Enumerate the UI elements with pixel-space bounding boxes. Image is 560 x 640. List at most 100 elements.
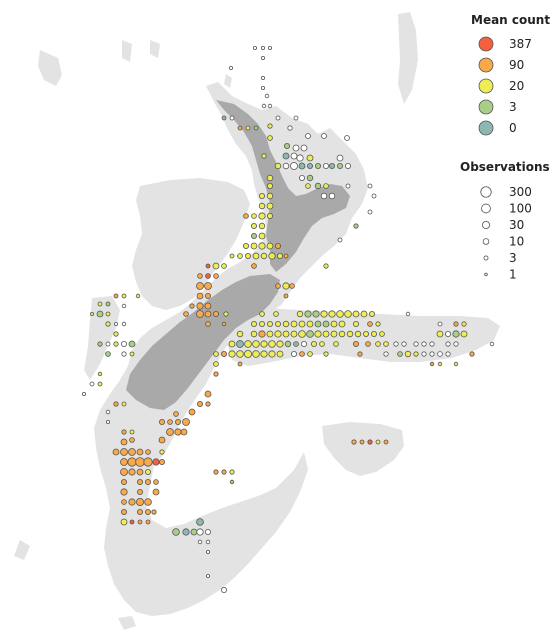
survey-point	[298, 162, 306, 170]
legend-swatch	[478, 36, 494, 52]
survey-point	[196, 518, 204, 526]
survey-point	[260, 252, 268, 260]
survey-point	[333, 341, 339, 347]
survey-point	[453, 341, 459, 347]
survey-point	[143, 457, 153, 467]
survey-point	[188, 408, 196, 416]
survey-point	[135, 497, 144, 506]
survey-point	[205, 539, 211, 545]
survey-point	[243, 349, 252, 358]
survey-point	[144, 478, 151, 485]
survey-point	[267, 46, 272, 51]
survey-point	[319, 341, 325, 347]
survey-point	[172, 528, 180, 536]
survey-point	[306, 330, 314, 338]
survey-point	[89, 381, 95, 387]
legend-mean-count-title: Mean count	[471, 13, 550, 27]
survey-point	[370, 330, 377, 337]
survey-point	[320, 192, 328, 200]
survey-point	[252, 46, 257, 51]
survey-point	[250, 320, 257, 327]
survey-point	[437, 321, 443, 327]
survey-point	[275, 283, 281, 289]
legend-label: 3	[509, 100, 517, 114]
survey-point	[266, 212, 273, 219]
survey-point	[128, 340, 136, 348]
survey-point	[205, 273, 211, 279]
survey-point	[328, 192, 336, 200]
survey-point	[121, 508, 128, 515]
survey-point	[152, 488, 160, 496]
legend-label: 20	[509, 79, 524, 93]
survey-point	[174, 418, 181, 425]
survey-point	[360, 310, 368, 318]
survey-point	[322, 320, 330, 328]
survey-point	[196, 292, 204, 300]
survey-point	[290, 162, 298, 170]
survey-point	[268, 252, 276, 260]
survey-point	[167, 419, 173, 425]
survey-point	[375, 439, 381, 445]
survey-point	[266, 192, 274, 200]
survey-point	[290, 152, 298, 160]
survey-point	[460, 330, 468, 338]
survey-point	[105, 301, 111, 307]
survey-point	[305, 133, 311, 139]
survey-point	[120, 468, 128, 476]
survey-point	[158, 458, 165, 465]
survey-point	[205, 263, 211, 269]
survey-point	[120, 458, 128, 466]
survey-point	[205, 550, 210, 555]
survey-point	[158, 418, 165, 425]
survey-point	[393, 341, 399, 347]
survey-point	[223, 311, 229, 317]
survey-point	[300, 144, 308, 152]
survey-point	[367, 321, 373, 327]
survey-point	[296, 154, 304, 162]
survey-point	[383, 351, 389, 357]
legend-size-circle	[483, 255, 489, 261]
survey-point	[298, 320, 306, 328]
survey-point	[253, 125, 259, 131]
survey-point	[344, 310, 352, 318]
survey-point	[258, 232, 266, 240]
survey-point	[312, 310, 320, 318]
survey-point	[244, 252, 251, 259]
survey-point	[260, 340, 268, 348]
survey-point	[314, 162, 321, 169]
survey-point	[213, 361, 219, 367]
survey-point	[469, 351, 475, 357]
survey-point	[221, 115, 227, 121]
survey-point	[328, 310, 336, 318]
survey-point	[261, 153, 267, 159]
survey-point	[330, 320, 338, 328]
survey-point	[357, 351, 363, 357]
survey-point	[260, 46, 265, 51]
survey-point	[229, 479, 235, 485]
survey-point	[264, 93, 270, 99]
survey-point	[90, 311, 95, 316]
survey-point	[129, 437, 135, 443]
survey-point	[121, 429, 127, 435]
survey-point	[213, 351, 219, 357]
survey-point	[105, 311, 111, 317]
survey-point	[237, 125, 243, 131]
survey-point	[299, 351, 305, 357]
survey-point	[136, 508, 143, 515]
observation-points	[82, 46, 495, 594]
survey-point	[82, 391, 87, 396]
legend-label: 100	[509, 202, 532, 216]
survey-point	[293, 341, 299, 347]
legend-observations-title: Observations	[460, 160, 550, 174]
survey-point	[375, 321, 381, 327]
legend-swatch	[478, 78, 494, 94]
survey-point	[338, 330, 346, 338]
survey-point	[267, 135, 273, 141]
survey-point	[136, 468, 144, 476]
survey-point	[367, 439, 373, 445]
survey-point	[268, 350, 276, 358]
survey-point	[260, 56, 265, 61]
survey-point	[354, 330, 362, 338]
survey-point	[276, 252, 283, 259]
survey-point	[445, 341, 451, 347]
